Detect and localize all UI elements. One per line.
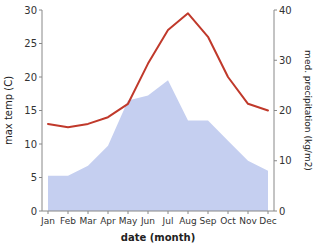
x-tick-label: Sep	[200, 216, 217, 226]
y-tick	[39, 211, 42, 212]
y-axis-label: max temp (C)	[3, 76, 14, 145]
plot-area	[48, 13, 268, 211]
chart: JanFebMarAprMayJunJulAugSepOctNovDec0510…	[0, 0, 318, 247]
x-tick-label: Nov	[239, 216, 257, 226]
x-tick	[128, 211, 129, 214]
y2-tick	[274, 10, 277, 11]
x-tick-label: Mar	[80, 216, 97, 226]
x-tick	[108, 211, 109, 214]
y2-tick-label: 0	[279, 206, 285, 217]
x-tick-label: May	[119, 216, 138, 226]
x-tick-label: Aug	[179, 216, 197, 226]
y2-tick-label: 40	[279, 5, 292, 16]
x-tick-label: Apr	[100, 216, 116, 226]
x-tick	[148, 211, 149, 214]
x-tick	[268, 211, 269, 214]
temperature-line	[48, 13, 268, 127]
x-axis-line	[42, 211, 274, 212]
y2-tick-label: 30	[279, 55, 292, 66]
y-tick-label: 30	[24, 5, 37, 16]
y-tick-label: 15	[24, 105, 37, 116]
x-tick-label: Feb	[60, 216, 76, 226]
x-tick	[168, 211, 169, 214]
x-tick	[248, 211, 249, 214]
y2-tick-label: 10	[279, 155, 292, 166]
y2-tick	[274, 60, 277, 61]
x-tick	[208, 211, 209, 214]
y2-tick	[274, 211, 277, 212]
x-tick	[188, 211, 189, 214]
x-tick	[68, 211, 69, 214]
x-tick	[228, 211, 229, 214]
y2-tick-label: 20	[279, 105, 292, 116]
y-tick-label: 20	[24, 72, 37, 83]
y2-tick	[274, 160, 277, 161]
x-tick	[48, 211, 49, 214]
y-tick	[39, 10, 42, 11]
y-tick	[39, 110, 42, 111]
x-tick-label: Dec	[259, 216, 276, 226]
x-tick-label: Oct	[220, 216, 236, 226]
x-tick-label: Jul	[162, 216, 174, 226]
x-tick-label: Jun	[140, 216, 155, 226]
y-tick	[39, 43, 42, 44]
y-tick-label: 25	[24, 38, 37, 49]
x-axis-label: date (month)	[121, 232, 195, 243]
x-tick-label: Jan	[40, 216, 55, 226]
y-tick-label: 0	[31, 206, 37, 217]
y-tick	[39, 177, 42, 178]
precipitation-area	[48, 80, 268, 211]
y-tick-label: 5	[31, 172, 37, 183]
y-tick-label: 10	[24, 139, 37, 150]
y-tick	[39, 77, 42, 78]
y2-axis-label: med. precipitation (kg/m2)	[303, 50, 313, 171]
y2-tick	[274, 110, 277, 111]
x-tick	[88, 211, 89, 214]
y-tick	[39, 144, 42, 145]
